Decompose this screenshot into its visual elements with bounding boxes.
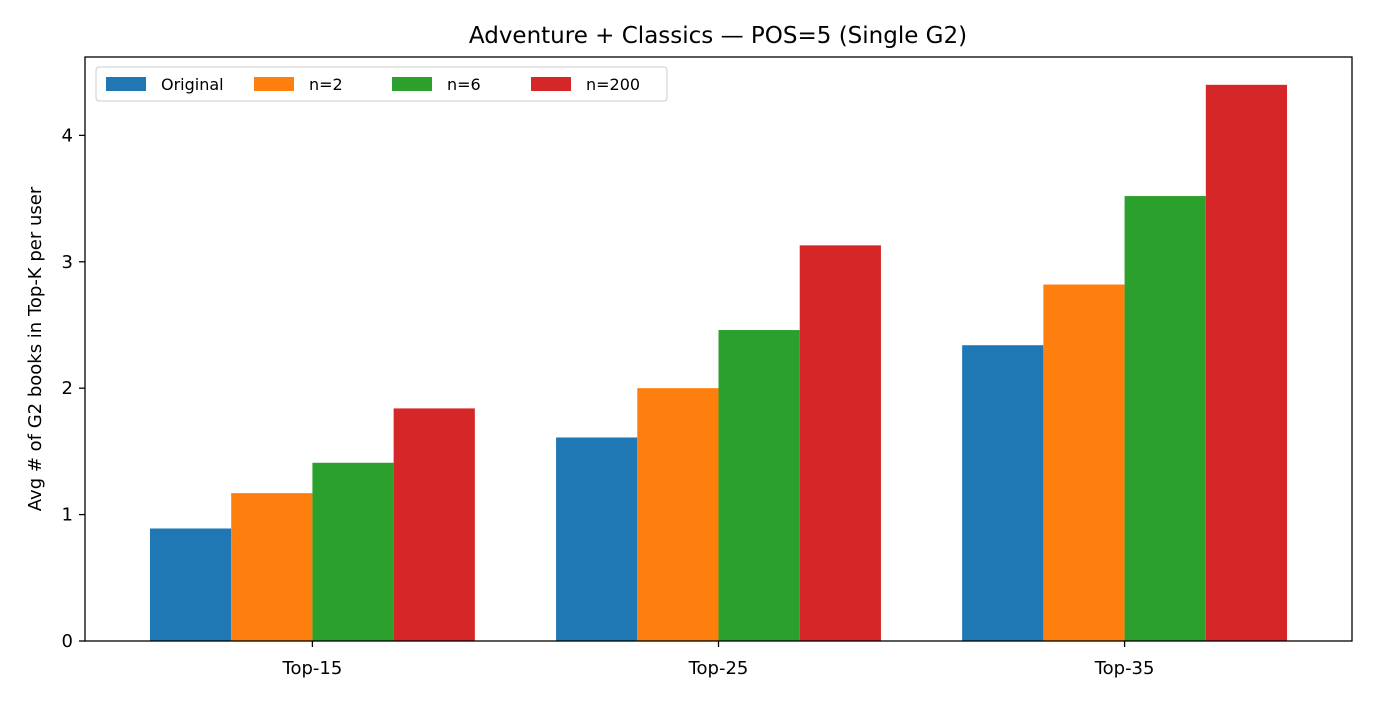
bar-n-200-top-35 [1205, 84, 1288, 641]
bar-n-200-top-15 [393, 408, 475, 641]
y-tick-label: 0 [62, 631, 73, 652]
legend-label: n=200 [586, 75, 640, 94]
y-axis-label: Avg # of G2 books in Top-K per user [25, 186, 46, 511]
axes-group: 0 1 2 3 4 Top-15 Top-25 Top-35 [62, 56, 1353, 679]
chart-title: Adventure + Classics — POS=5 (Single G2) [469, 23, 967, 49]
x-tick-label: Top-35 [1094, 658, 1155, 679]
legend-label: n=6 [447, 75, 481, 94]
legend-swatch [106, 77, 146, 91]
bar-n-6-top-25 [718, 330, 800, 641]
legend-swatch [254, 77, 294, 91]
y-tick-label: 3 [62, 252, 73, 273]
bar-n-200-top-25 [799, 245, 881, 641]
bar-original-top-35 [962, 345, 1044, 641]
bar-original-top-25 [556, 437, 638, 641]
bar-n-2-top-35 [1043, 284, 1125, 641]
x-tick-label: Top-15 [282, 658, 343, 679]
legend-label: n=2 [309, 75, 343, 94]
legend-swatch [392, 77, 432, 91]
legend-swatch [531, 77, 571, 91]
legend-label: Original [161, 75, 224, 94]
bar-n-6-top-15 [312, 462, 394, 641]
y-tick-label: 4 [62, 125, 73, 146]
y-tick-label: 1 [62, 505, 73, 526]
bar-n-2-top-25 [637, 388, 719, 641]
bars-group [149, 84, 1288, 642]
bar-n-2-top-15 [231, 493, 313, 641]
bar-original-top-15 [149, 528, 232, 641]
legend: Original n=2 n=6 n=200 [95, 66, 668, 102]
bar-n-6-top-35 [1124, 196, 1206, 642]
x-tick-label: Top-25 [688, 658, 749, 679]
legend-box [95, 66, 668, 102]
y-tick-label: 2 [62, 378, 73, 399]
